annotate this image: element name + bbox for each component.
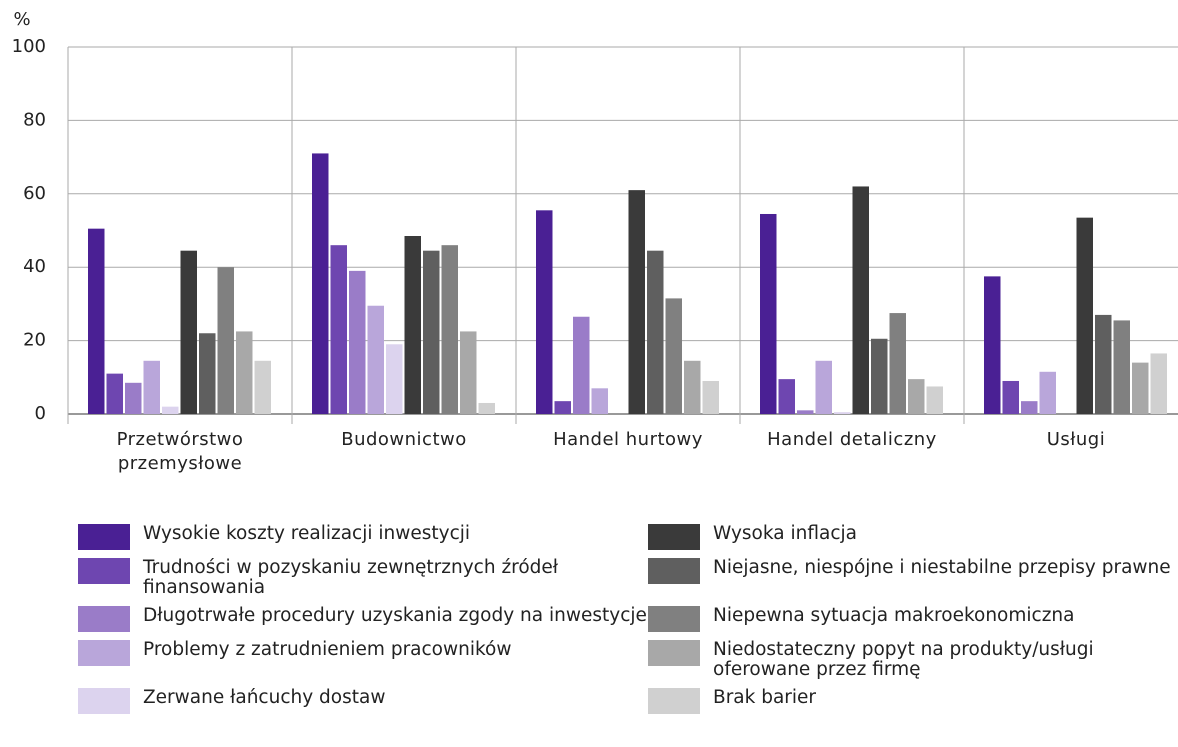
plot: % 0 20 40 60 80 100 (12, 9, 1178, 424)
bar (330, 245, 347, 414)
bar (647, 250, 664, 414)
bar (852, 186, 869, 414)
bar (684, 360, 701, 414)
bar (162, 406, 179, 414)
bar (236, 331, 253, 414)
y-tick-label: 80 (23, 109, 46, 130)
bar (591, 388, 608, 414)
y-tick-label: 0 (35, 403, 46, 424)
x-tick-label: Budownictwo (341, 429, 467, 450)
bar (889, 313, 906, 414)
legend-item: Niepewna sytuacja makroekonomiczna (648, 606, 1178, 632)
bar (349, 270, 366, 414)
bar (815, 360, 832, 414)
x-tick-label: Handel hurtowy (553, 429, 703, 450)
bar (665, 298, 682, 414)
bar (984, 276, 1001, 414)
legend-swatch (648, 688, 700, 714)
legend-label: Wysoka inflacja (713, 523, 857, 544)
legend-label: Niejasne, niespójne i niestabilne przepi… (713, 557, 1171, 578)
bar (441, 245, 458, 414)
y-axis-label: % (13, 9, 30, 30)
bar (404, 236, 421, 414)
bar (1150, 353, 1167, 414)
legend-swatch (78, 524, 130, 550)
legend: Wysokie koszty realizacji inwestycji Wyso… (78, 524, 1178, 714)
legend-item: Niedostateczny popyt na produkty/usługi … (648, 640, 1178, 680)
bar (88, 228, 105, 414)
bar (628, 190, 645, 414)
bar (106, 373, 123, 414)
legend-swatch (648, 558, 700, 584)
legend-item: Wysokie koszty realizacji inwestycji (78, 524, 648, 550)
bar (1076, 217, 1093, 414)
bar (926, 386, 943, 414)
bar (254, 360, 271, 414)
bar (573, 316, 590, 414)
legend-item: Trudności w pozyskaniu zewnętrznych źród… (78, 558, 648, 598)
legend-swatch (78, 640, 130, 666)
bar (871, 338, 888, 414)
legend-item: Wysoka inflacja (648, 524, 1178, 550)
legend-swatch (78, 558, 130, 584)
x-tick-label: Przetwórstwo przemysłowe (116, 429, 244, 474)
bar (1039, 371, 1056, 414)
bar (760, 213, 777, 414)
legend-swatch (648, 606, 700, 632)
y-tick-label: 40 (23, 256, 46, 277)
bar (908, 379, 925, 414)
legend-label: Problemy z zatrudnieniem pracowników (143, 639, 512, 660)
bar (1002, 380, 1019, 414)
legend-label: Zerwane łańcuchy dostaw (143, 687, 386, 708)
legend-label: Niepewna sytuacja makroekonomiczna (713, 605, 1075, 626)
y-tick-label: 20 (23, 330, 46, 351)
x-tick-label: Usługi (1046, 429, 1106, 450)
bar (478, 402, 495, 414)
bar (1021, 401, 1038, 414)
legend-item: Długotrwałe procedury uzyskania zgody na… (78, 606, 648, 632)
legend-item: Problemy z zatrudnieniem pracowników (78, 640, 648, 680)
bar (797, 410, 814, 414)
legend-item: Brak barier (648, 688, 1178, 714)
y-tick-label: 100 (12, 36, 46, 57)
legend-label: Trudności w pozyskaniu zewnętrznych źród… (143, 557, 559, 598)
legend-item: Niejasne, niespójne i niestabilne przepi… (648, 558, 1178, 598)
bar (125, 382, 142, 414)
x-tick-label: Handel detaliczny (767, 429, 937, 450)
bar (143, 360, 160, 414)
bar (423, 250, 440, 414)
bar (386, 344, 403, 414)
bar (312, 153, 329, 414)
legend-swatch (648, 524, 700, 550)
legend-swatch (78, 606, 130, 632)
bar (1095, 314, 1112, 414)
bar (1113, 320, 1130, 414)
legend-label: Brak barier (713, 687, 817, 708)
legend-label: Długotrwałe procedury uzyskania zgody na… (143, 605, 647, 626)
bar (460, 331, 477, 414)
bar (180, 250, 197, 414)
legend-label: Niedostateczny popyt na produkty/usługi … (713, 639, 1094, 680)
bar (1132, 362, 1149, 414)
bar (778, 379, 795, 414)
bar (702, 380, 719, 414)
legend-swatch (78, 688, 130, 714)
bar (367, 305, 384, 414)
bar (834, 412, 851, 414)
legend-item: Zerwane łańcuchy dostaw (78, 688, 648, 714)
bar (536, 210, 553, 414)
y-tick-label: 60 (23, 183, 46, 204)
legend-swatch (648, 640, 700, 666)
bar (554, 401, 571, 414)
bar (217, 267, 234, 414)
bar (199, 333, 216, 414)
legend-label: Wysokie koszty realizacji inwestycji (143, 523, 471, 544)
